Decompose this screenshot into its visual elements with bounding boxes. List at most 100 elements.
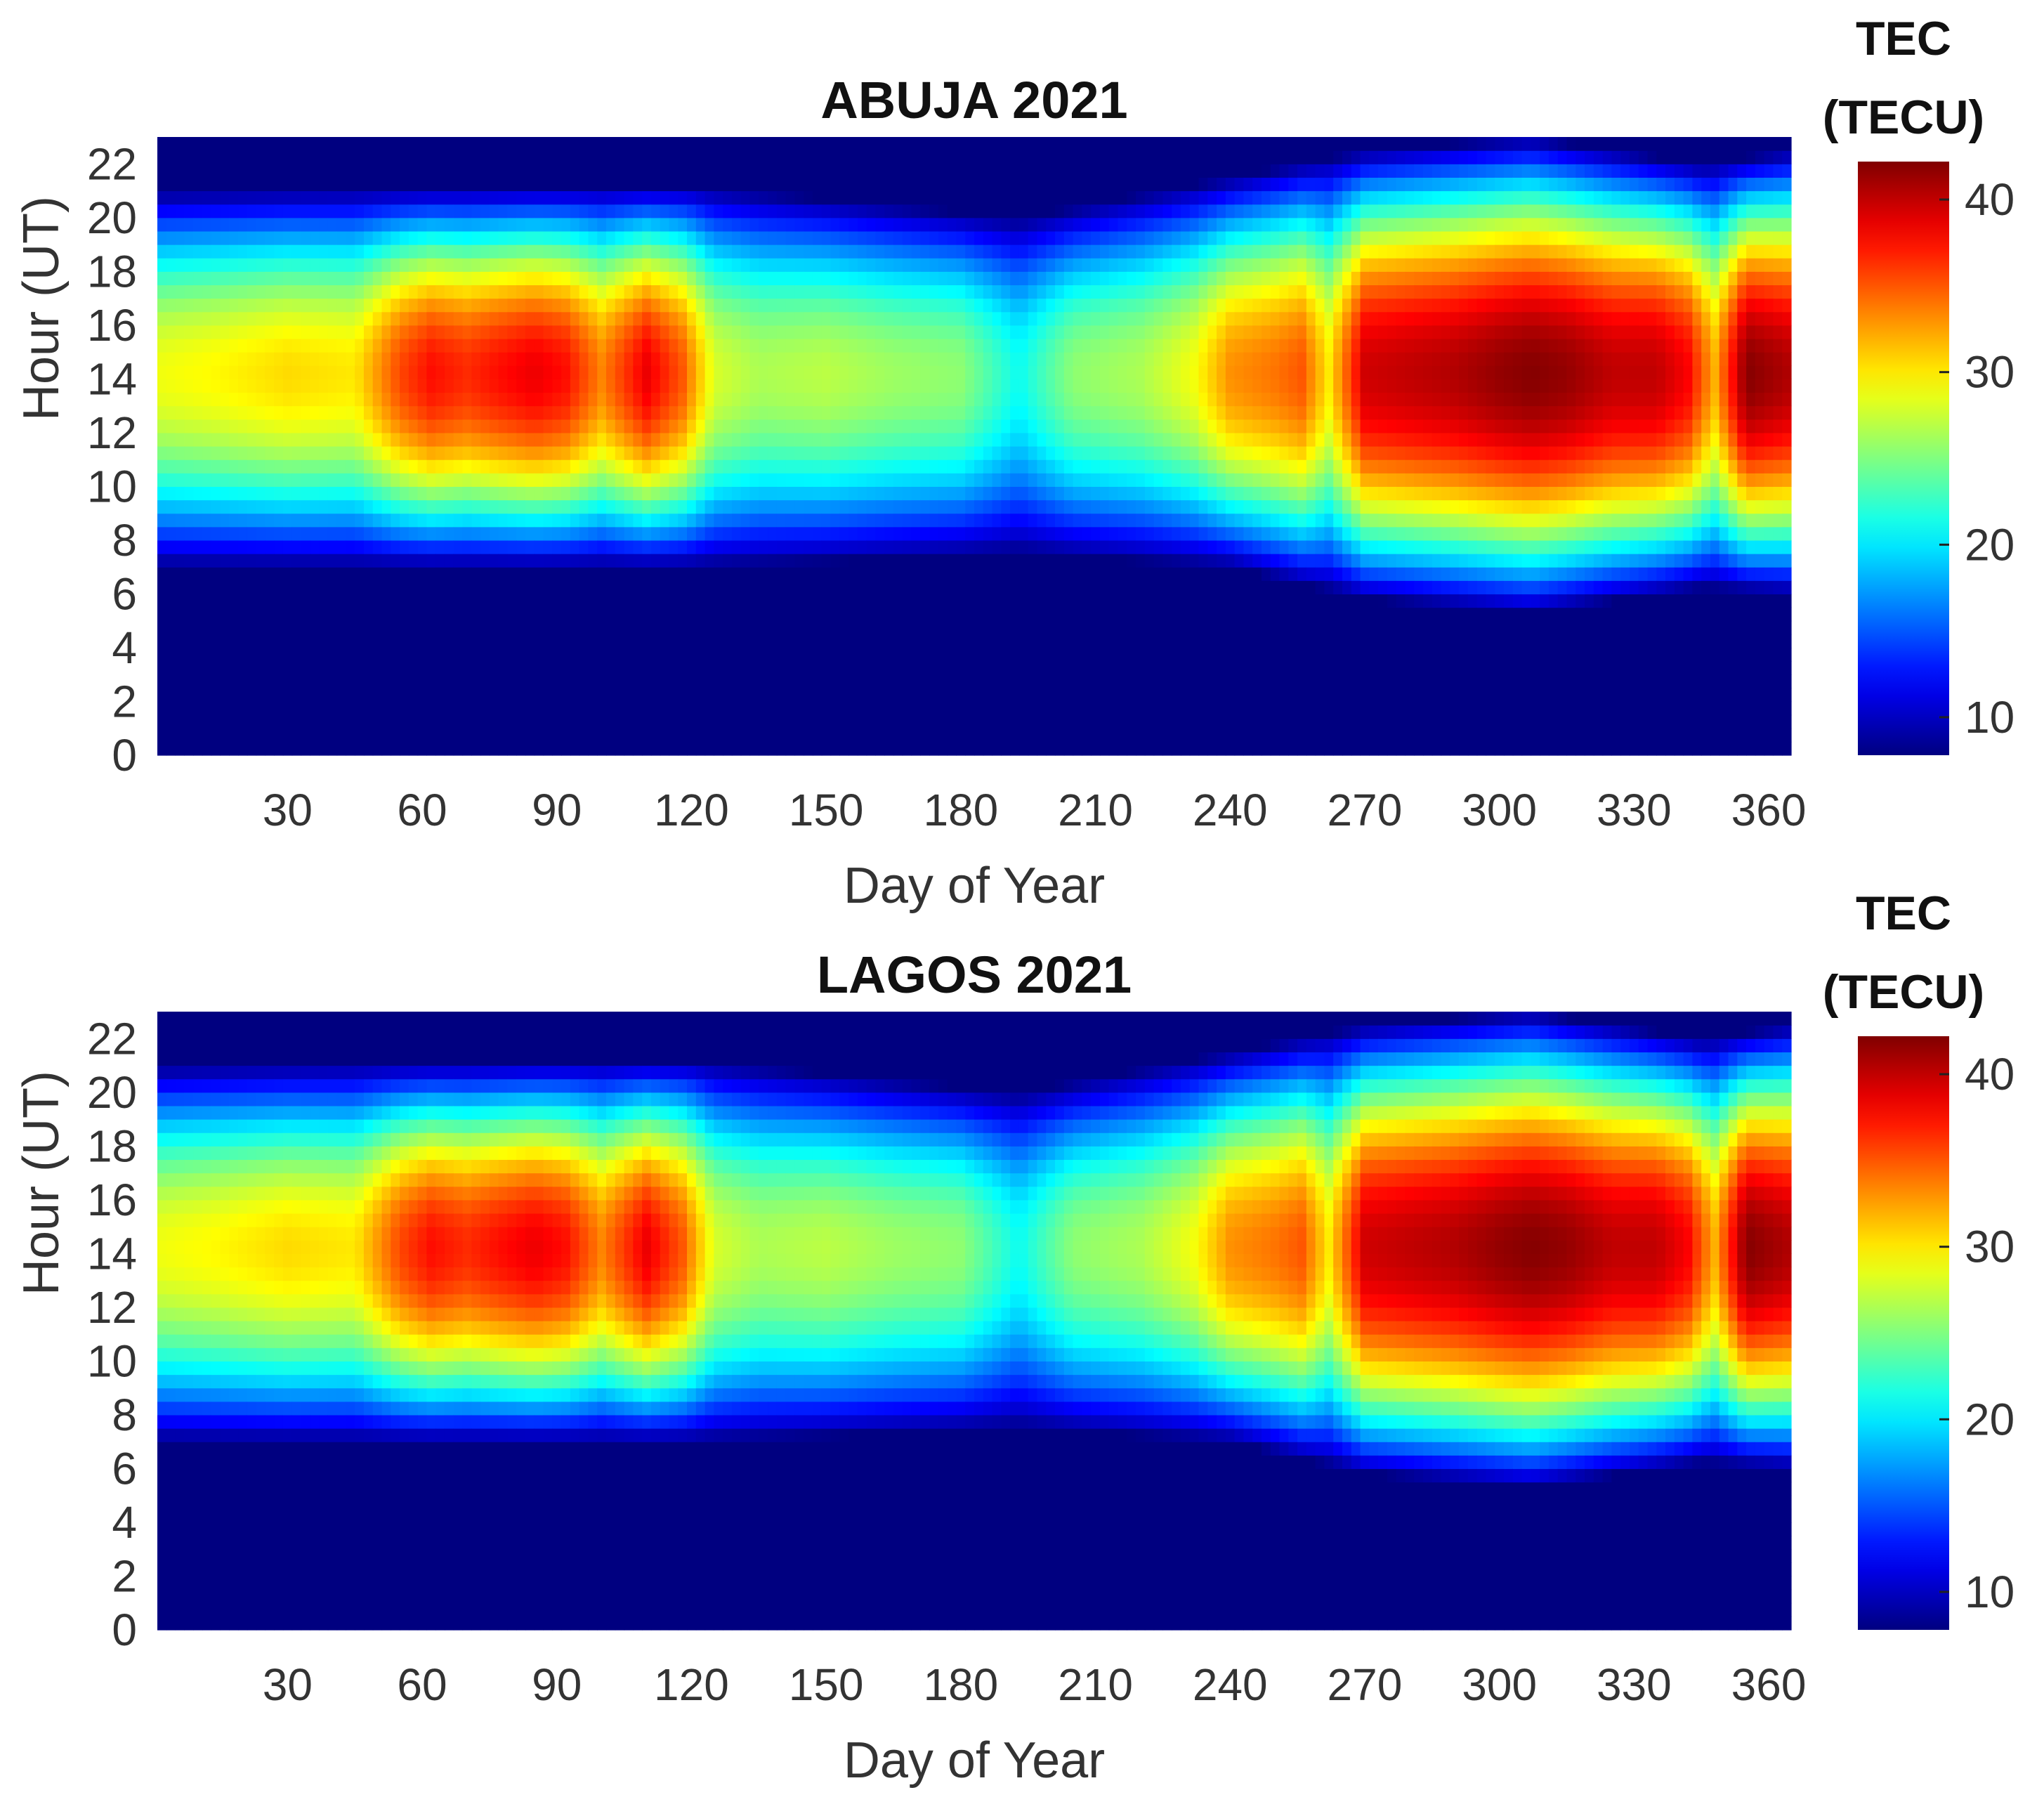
heatmap-cell [687, 499, 697, 514]
heatmap-cell [884, 244, 894, 259]
heatmap-cell [391, 164, 400, 178]
heatmap-cell [417, 567, 428, 581]
heatmap-cell [1091, 258, 1101, 272]
heatmap-cell [157, 688, 167, 703]
heatmap-cell [498, 285, 509, 299]
heatmap-cell [166, 513, 176, 528]
heatmap-cell [426, 741, 436, 756]
heatmap-cell [570, 379, 580, 393]
heatmap-cell [247, 230, 257, 245]
heatmap-cell [247, 177, 257, 192]
heatmap-cell [1028, 419, 1038, 433]
heatmap-cell [669, 634, 679, 648]
heatmap-cell [938, 190, 948, 205]
heatmap-cell [875, 352, 885, 366]
heatmap-cell [1018, 701, 1029, 716]
heatmap-cell [282, 365, 293, 379]
heatmap-cell [624, 540, 634, 554]
heatmap-cell [678, 714, 688, 729]
heatmap-cell [417, 258, 428, 272]
heatmap-cell [184, 459, 194, 474]
heatmap-cell [992, 150, 1002, 164]
heatmap-cell [965, 459, 975, 474]
heatmap-cell [866, 594, 877, 608]
heatmap-cell [561, 379, 571, 393]
heatmap-cell [238, 271, 248, 286]
heatmap-cell [310, 271, 320, 286]
heatmap-cell [884, 379, 894, 393]
heatmap-cell [265, 634, 275, 648]
heatmap-cell [624, 607, 634, 622]
heatmap-cell [381, 137, 391, 151]
heatmap-cell [471, 137, 481, 151]
heatmap-cell [1001, 674, 1011, 688]
heatmap-cell [615, 634, 625, 648]
heatmap-cell [776, 620, 787, 635]
heatmap-cell [346, 594, 355, 608]
heatmap-cell [884, 392, 894, 407]
heatmap-cell [588, 244, 598, 259]
heatmap-cell [920, 230, 930, 245]
heatmap-cell [956, 607, 966, 622]
heatmap-cell [1028, 298, 1038, 313]
heatmap-cell [157, 540, 167, 554]
heatmap-cell [588, 620, 598, 635]
heatmap-cell [1028, 352, 1038, 366]
heatmap-cell [534, 392, 544, 407]
heatmap-cell [902, 620, 912, 635]
heatmap-cell [1001, 258, 1011, 272]
heatmap-cell [938, 607, 948, 622]
heatmap-cell [1091, 661, 1101, 675]
heatmap-cell [669, 325, 679, 339]
heatmap-cell [678, 217, 688, 232]
heatmap-cell [830, 486, 840, 501]
heatmap-cell [1018, 177, 1029, 192]
heatmap-cell [400, 137, 410, 151]
heatmap-cell [956, 285, 966, 299]
heatmap-cell [920, 285, 930, 299]
heatmap-cell [426, 217, 436, 232]
heatmap-cell [1063, 432, 1074, 447]
heatmap-cell [866, 285, 877, 299]
heatmap-cell [435, 620, 445, 635]
heatmap-cell [444, 554, 454, 568]
heatmap-cell [372, 513, 383, 528]
heatmap-cell [265, 594, 275, 608]
heatmap-cell [650, 499, 661, 514]
heatmap-cell [211, 311, 221, 326]
heatmap-cell [929, 513, 939, 528]
heatmap-cell [462, 137, 472, 151]
heatmap-cell [785, 432, 795, 447]
heatmap-cell [184, 499, 194, 514]
heatmap-cell [947, 177, 957, 192]
heatmap-cell [624, 473, 634, 487]
heatmap-cell [938, 701, 948, 716]
heatmap-cell [498, 137, 509, 151]
heatmap-cell [1046, 365, 1056, 379]
heatmap-cell [355, 728, 365, 743]
heatmap-cell [768, 150, 778, 164]
heatmap-cell [821, 554, 832, 568]
heatmap-cell [355, 311, 365, 326]
heatmap-cell [193, 204, 203, 218]
heatmap-cell [875, 311, 885, 326]
heatmap-cell [319, 688, 329, 703]
heatmap-cell [695, 298, 706, 313]
heatmap-cell [785, 554, 795, 568]
heatmap-cell [498, 728, 509, 743]
heatmap-cell [902, 177, 912, 192]
heatmap-cell [391, 554, 400, 568]
heatmap-cell [947, 499, 957, 514]
heatmap-cell [821, 526, 832, 541]
heatmap-cell [166, 244, 176, 259]
heatmap-cell [247, 419, 257, 433]
heatmap-cell [678, 285, 688, 299]
heatmap-cell [238, 311, 248, 326]
heatmap-cell [812, 473, 823, 487]
heatmap-cell [938, 230, 948, 245]
heatmap-cell [714, 714, 723, 729]
heatmap-cell [175, 405, 185, 420]
heatmap-cell [391, 446, 400, 460]
heatmap-cell [543, 298, 553, 313]
heatmap-cell [1055, 419, 1065, 433]
